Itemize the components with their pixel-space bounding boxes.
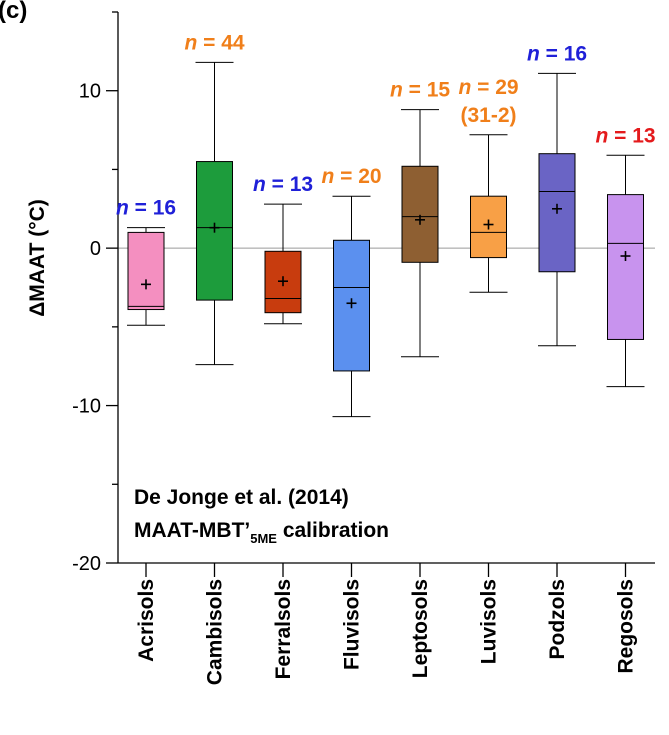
y-tick-label: 10 <box>79 81 101 103</box>
n-symbol: n <box>458 76 471 99</box>
n-value: = 20 <box>334 165 381 188</box>
category-label: Regosols <box>615 579 638 674</box>
iqr-box <box>127 231 165 311</box>
n-symbol: n <box>116 197 129 220</box>
annotation-reference: De Jonge et al. (2014) <box>134 486 349 509</box>
n-value: = 13 <box>608 124 655 147</box>
n-label: n = 29 <box>458 76 518 99</box>
box-luvisols <box>469 134 508 293</box>
box-fluvisols <box>332 195 371 418</box>
n-symbol: n <box>390 79 403 102</box>
n-symbol: n <box>321 165 334 188</box>
category-label: Cambisols <box>204 579 227 685</box>
annotation-calibration-tail: calibration <box>277 519 389 542</box>
category-label: Luvisols <box>478 579 501 664</box>
annotation-calibration: MAAT-MBT’5ME calibration <box>134 519 389 546</box>
n-value: = 16 <box>129 197 176 220</box>
box-ferralsols <box>264 203 302 325</box>
box-regosols <box>606 154 645 388</box>
y-tick-label: -10 <box>72 396 101 418</box>
boxes-layer <box>127 61 645 418</box>
n-label: n = 16 <box>527 42 587 65</box>
y-tick-label: -20 <box>72 553 101 575</box>
box-leptosols <box>401 109 439 358</box>
n-label: n = 13 <box>595 124 655 147</box>
box-podzols <box>538 72 576 347</box>
n-symbol: n <box>184 31 197 54</box>
n-label: n = 13 <box>253 173 313 196</box>
n-label: n = 20 <box>321 165 381 188</box>
category-labels: Acrisols Cambisols Ferralsols Fluvisols Lept… <box>135 579 638 685</box>
iqr-box <box>538 153 576 273</box>
annotation-calibration-main: MAAT-MBT’ <box>134 519 250 542</box>
n-symbol: n <box>527 42 540 65</box>
box-acrisols <box>127 227 165 326</box>
n-extra-label: (31-2) <box>460 104 516 127</box>
y-tick-label: 0 <box>90 238 101 260</box>
y-axis-label: ΔMAAT (°C) <box>26 199 49 317</box>
category-label: Podzols <box>546 579 569 660</box>
axes: 10 0 -10 -20 <box>72 11 655 577</box>
n-symbol: n <box>253 173 266 196</box>
n-value: = 29 <box>471 76 518 99</box>
iqr-box <box>607 194 644 340</box>
n-value: = 15 <box>403 79 451 102</box>
calibration-annotation: De Jonge et al. (2014) MAAT-MBT’5ME cali… <box>134 486 389 546</box>
annotation-calibration-sub: 5ME <box>250 531 277 546</box>
n-value: = 13 <box>266 173 313 196</box>
panel-label: (c) <box>0 0 27 24</box>
box-cambisols <box>195 61 234 366</box>
n-value: = 44 <box>197 31 245 54</box>
category-label: Fluvisols <box>341 579 364 670</box>
n-label: n = 16 <box>116 197 176 220</box>
n-label: n = 44 <box>184 31 244 54</box>
n-label: n = 15 <box>390 79 450 102</box>
sample-size-labels: n = 16n = 44n = 13 n = 20n = 15 n = 29(31-… <box>116 31 656 219</box>
category-label: Ferralsols <box>272 579 295 679</box>
n-value: = 16 <box>540 42 587 65</box>
n-symbol: n <box>595 124 608 147</box>
category-label: Leptosols <box>409 579 432 678</box>
category-label: Acrisols <box>135 579 158 662</box>
iqr-box <box>401 165 439 263</box>
